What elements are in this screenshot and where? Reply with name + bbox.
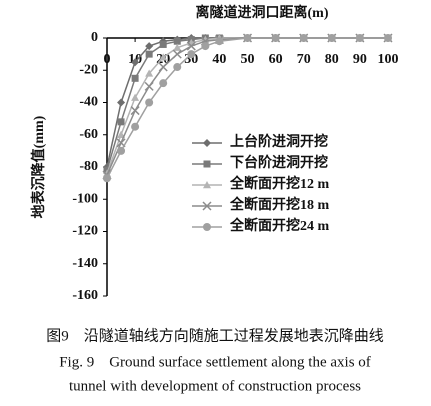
marker	[131, 93, 140, 101]
marker	[145, 98, 154, 107]
y-tick-label: 0	[91, 30, 98, 45]
marker	[355, 34, 364, 42]
y-axis-label: 地表沉降值(mm)	[30, 115, 47, 218]
x-tick-label: 0	[104, 52, 111, 67]
marker	[145, 69, 154, 77]
marker	[117, 130, 126, 138]
marker	[117, 118, 125, 126]
marker	[159, 53, 168, 61]
legend-label: 下台阶进洞开挖	[230, 154, 328, 171]
marker	[203, 223, 211, 231]
y-tick-label: -40	[79, 95, 98, 110]
legend-label: 全断面开挖18 m	[229, 196, 329, 213]
x-tick-label: 90	[353, 52, 367, 67]
marker	[159, 79, 168, 88]
marker	[131, 58, 140, 67]
legend-label: 上台阶进洞开挖	[230, 133, 328, 150]
y-tick-label: -140	[72, 256, 98, 271]
x-axis-label: 离隧道进洞口距离(m)	[196, 4, 329, 21]
marker	[187, 50, 196, 59]
x-tick-label: 70	[297, 52, 311, 67]
marker	[145, 50, 153, 58]
marker	[131, 74, 139, 82]
marker	[203, 160, 211, 168]
marker	[203, 139, 211, 147]
marker	[117, 146, 126, 155]
marker	[203, 181, 211, 189]
marker	[202, 201, 212, 211]
x-tick-label: 60	[269, 52, 283, 67]
x-tick-label: 100	[378, 52, 399, 67]
y-tick-label: -160	[72, 288, 98, 303]
y-tick-label: -120	[72, 224, 98, 239]
x-tick-label: 50	[241, 52, 255, 67]
marker	[130, 106, 140, 116]
y-tick-label: -20	[79, 62, 98, 77]
marker	[145, 42, 154, 51]
marker	[299, 34, 308, 42]
marker	[243, 34, 252, 42]
y-tick-label: -100	[72, 191, 98, 206]
caption: tunnel with development of construction …	[69, 378, 361, 394]
marker	[384, 34, 392, 42]
marker	[117, 98, 126, 107]
x-tick-label: 80	[325, 52, 339, 67]
marker	[327, 34, 336, 42]
marker	[131, 122, 140, 131]
legend-label: 全断面开挖12 m	[229, 175, 329, 192]
y-tick-label: -60	[79, 127, 98, 142]
caption: 图9 沿隧道轴线方向随施工过程发展地表沉降曲线	[46, 327, 384, 344]
marker	[172, 49, 182, 59]
caption: Fig. 9 Ground surface settlement along t…	[59, 354, 371, 370]
marker	[173, 43, 182, 51]
marker	[158, 62, 168, 72]
marker	[144, 81, 154, 91]
x-tick-label: 40	[212, 52, 226, 67]
marker	[173, 37, 181, 45]
marker	[215, 37, 224, 46]
legend-label: 全断面开挖24 m	[229, 217, 329, 234]
marker	[159, 40, 167, 48]
marker	[173, 63, 182, 72]
marker	[271, 34, 280, 42]
marker	[201, 42, 210, 51]
marker	[186, 41, 196, 51]
y-tick-label: -80	[79, 159, 98, 174]
marker	[103, 174, 111, 183]
